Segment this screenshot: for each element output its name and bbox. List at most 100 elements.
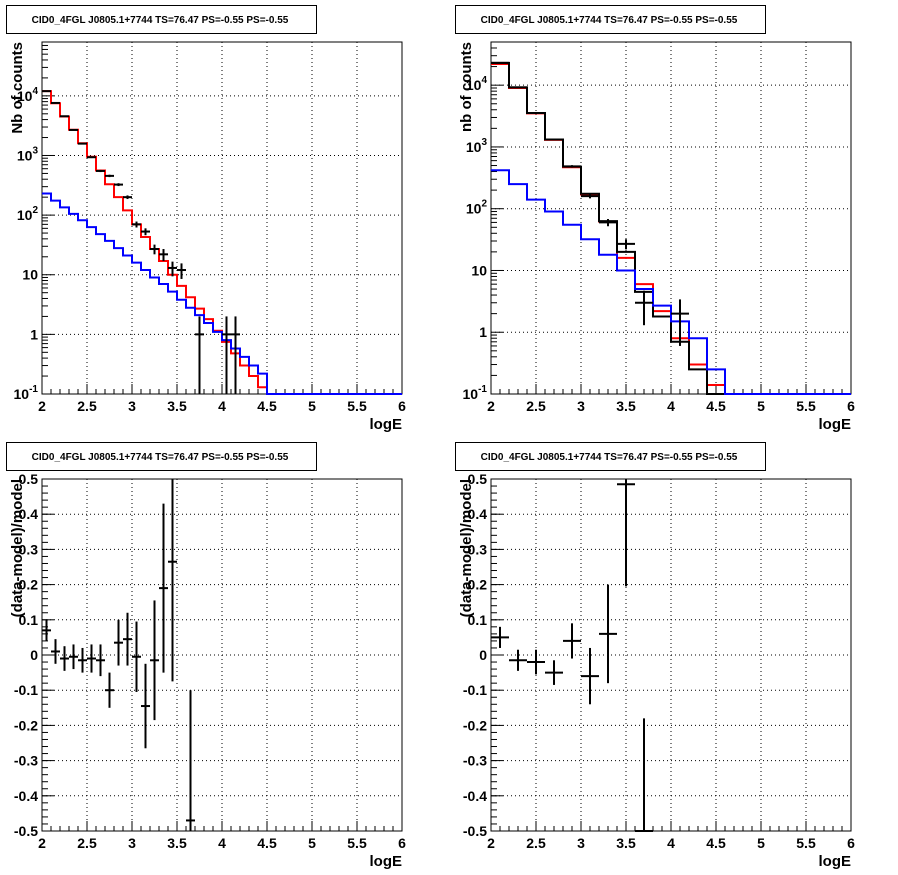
x-tick-label: 4.5 (706, 398, 726, 414)
y-tick-base: 10 (463, 386, 479, 402)
y-tick-label: 0 (30, 647, 38, 663)
data-point (141, 228, 150, 236)
y-tick-label: -0.4 (14, 788, 38, 804)
data-point (195, 316, 204, 394)
x-tick-label: 6 (847, 835, 855, 851)
data-point (132, 221, 141, 228)
x-tick-label: 2 (487, 835, 495, 851)
y-tick-base: 10 (17, 207, 33, 223)
x-tick-label: 5.5 (796, 398, 816, 414)
chart-svg: 2 2.5 3 3.5 4 4.5 5 5.5 6 -0.5 -0.4 -0.3 -0.2 -0.1 0 0.… (6, 442, 406, 870)
data-point (96, 644, 105, 677)
data-point (87, 156, 96, 159)
data-point (114, 183, 123, 187)
y-tick-label: 1 (30, 326, 38, 342)
x-tick-label: 3 (128, 398, 136, 414)
y-tick-exp: 2 (32, 205, 38, 216)
y-tick-label: 0.2 (468, 577, 488, 593)
y-tick-label: 102 (17, 205, 39, 223)
y-tick-label: 0.5 (19, 471, 39, 487)
y-tick-label: 0.5 (468, 471, 488, 487)
y-tick-label: -0.2 (14, 717, 38, 733)
data-point (617, 479, 635, 587)
data-point (581, 194, 599, 199)
data-point (563, 165, 581, 168)
data-point (141, 663, 150, 749)
pad-residual-right: 2 2.5 3 3.5 4 4.5 5 5.5 6 -0.5 -0.4 -0.3 -0.2 -0.1 0 0.… (449, 437, 898, 874)
x-tick-label: 5.5 (347, 398, 367, 414)
y-tick-label: -0.2 (463, 717, 487, 733)
x-tick-label: 3.5 (616, 398, 636, 414)
x-tick-label: 4 (218, 835, 226, 851)
y-tick-exp: -1 (478, 384, 487, 395)
data-point (545, 660, 563, 685)
x-tick-label: 2 (487, 398, 495, 414)
y-tick-label: -0.3 (14, 753, 38, 769)
title-box: CID0_4FGL J0805.1+7744 TS=76.47 PS=-0.55… (455, 5, 766, 34)
x-tick-label: 6 (398, 835, 406, 851)
data-point (105, 672, 114, 708)
y-tick-exp: -1 (29, 384, 38, 395)
x-tick-label: 2.5 (77, 835, 97, 851)
x-axis-label: logE (370, 853, 403, 870)
y-tick-label: -0.5 (463, 823, 487, 839)
y-tick-label: -0.5 (14, 823, 38, 839)
y-tick-label: 0.3 (468, 541, 488, 557)
data-point (60, 646, 69, 671)
data-point (78, 647, 87, 673)
chart-svg: 2 2.5 3 3.5 4 4.5 5 5.5 610-1110102103104CID0_4F… (6, 5, 406, 433)
x-tick-label: 4 (667, 398, 675, 414)
x-tick-label: 5 (757, 835, 765, 851)
data-point (509, 86, 527, 89)
data-point (69, 644, 78, 670)
y-tick-label: -0.3 (463, 753, 487, 769)
data-point (527, 111, 545, 114)
y-tick-label: 103 (17, 145, 39, 163)
data-point (635, 718, 653, 832)
y-tick-label: 102 (466, 199, 488, 217)
y-axis-label: nb of counts (458, 42, 475, 132)
data-point (509, 649, 527, 671)
y-axis-label: (data-model)/model (458, 479, 475, 617)
y-tick-exp: 4 (481, 75, 487, 86)
data-point (159, 249, 168, 261)
y-tick-label: 0.1 (19, 612, 39, 628)
data-point (545, 138, 563, 141)
y-tick-base: 10 (466, 139, 482, 155)
data-point (78, 142, 87, 145)
y-tick-label: 103 (466, 137, 488, 155)
y-tick-label: 0.1 (468, 612, 488, 628)
x-tick-label: 3.5 (167, 835, 187, 851)
x-tick-label: 5 (757, 398, 765, 414)
x-tick-label: 3 (577, 398, 585, 414)
data-point (222, 316, 231, 394)
x-axis-label: logE (370, 416, 403, 433)
pad-counts-left: 2 2.5 3 3.5 4 4.5 5 5.5 6 10-1 1 10 102 103 104 CID0_4F… (0, 0, 449, 437)
y-tick-base: 10 (466, 77, 482, 93)
y-tick-exp: 3 (481, 137, 487, 148)
title-frame (6, 442, 317, 471)
data-point (168, 479, 177, 682)
pad-residual-left: 2 2.5 3 3.5 4 4.5 5 5.5 6 -0.5 -0.4 -0.3 -0.2 -0.1 0 0.… (0, 437, 449, 874)
y-tick-exp: 3 (32, 145, 38, 156)
x-tick-label: 3 (128, 835, 136, 851)
x-tick-label: 3.5 (167, 398, 187, 414)
data-point (599, 219, 617, 227)
data-point (96, 169, 105, 173)
y-tick-exp: 4 (32, 86, 38, 97)
data-point (87, 644, 96, 673)
data-point (51, 101, 60, 104)
y-tick-label: -0.1 (14, 682, 38, 698)
data-point (231, 316, 240, 394)
data-point (123, 195, 132, 200)
x-axis-label: logE (819, 853, 852, 870)
data-point (150, 244, 159, 255)
x-tick-label: 4.5 (706, 835, 726, 851)
y-tick-label: 104 (466, 75, 488, 93)
data-point (159, 503, 168, 673)
y-tick-label: 0.3 (19, 541, 39, 557)
data-point (168, 261, 177, 277)
title-box: CID0_4FGL J0805.1+7744 TS=76.47 PS=-0.55… (455, 442, 766, 471)
title-frame (455, 5, 766, 34)
y-axis-label: Nb of counts (9, 42, 26, 134)
